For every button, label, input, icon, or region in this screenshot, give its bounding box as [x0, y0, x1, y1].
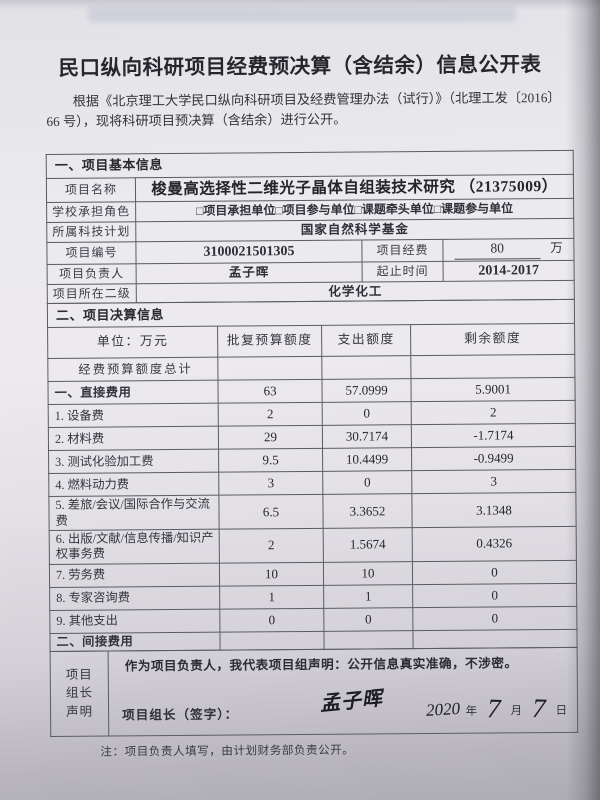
document-title: 民口纵向科研项目经费预决算（含结余）信息公开表 — [58, 54, 542, 80]
budget-cell-spent: 1.5674 — [323, 527, 413, 563]
budget-cell-spent: 3.3652 — [322, 494, 413, 529]
unit-header: 单位：万元 — [47, 326, 218, 359]
budget-cell-remaining — [410, 354, 575, 380]
budget-cell-spent: 0 — [322, 402, 412, 426]
budget-cell-spent: 57.0999 — [321, 379, 412, 403]
intro-paragraph: 根据《北京理工大学民口纵向科研项目及经费管理办法（试行）》（北理工发〔2016〕… — [46, 89, 561, 129]
budget-cell-approved: 9.5 — [218, 448, 323, 473]
budget-row-label: 8. 专家咨询费 — [49, 585, 220, 611]
funding-amount: 80 — [454, 240, 541, 260]
budget-cell-spent: 1 — [323, 584, 413, 609]
budget-row-label: 经费预算额度总计 — [47, 357, 218, 382]
budget-cell-spent: 10.4499 — [322, 448, 412, 472]
budget-table: 二、项目决算信息 单位：万元 批复预算额度 支出额度 剩余额度 经费预算额度总计… — [47, 299, 578, 652]
budget-cell-approved: 1 — [219, 585, 324, 609]
budget-cell-spent — [323, 630, 414, 650]
budget-cell-approved — [219, 631, 325, 651]
date-month-unit: 月 — [510, 705, 523, 718]
budget-row-label: 4. 燃料动力费 — [48, 472, 219, 497]
budget-cell-remaining — [412, 629, 578, 649]
project-leader-label: 项目负责人 — [47, 263, 137, 285]
col-header-approved: 批复预算额度 — [217, 325, 322, 358]
budget-cell-remaining: 3 — [411, 469, 576, 495]
project-number-label: 项目编号 — [46, 241, 137, 265]
budget-row-label: 2. 材料费 — [48, 426, 219, 451]
budget-cell-remaining: 0 — [412, 606, 577, 631]
signature-row: 项目组长（签字）： 孟子晖 2020 年 7 月 7 日 — [122, 688, 571, 727]
col-header-remaining: 剩余额度 — [410, 323, 575, 357]
budget-row-label: 7. 劳务费 — [49, 562, 220, 588]
bleed-through-artifact — [88, 7, 516, 22]
declaration-body: 作为项目负责人，我代表项目组声明：公开信息真实准确，不涉密。 项目组长（签字）：… — [108, 647, 578, 737]
budget-cell-spent: 0 — [322, 471, 412, 495]
budget-cell-approved: 3 — [218, 471, 323, 496]
project-number-value: 3100021501305 — [135, 240, 363, 264]
signature-label: 项目组长（签字）： — [122, 707, 239, 723]
budget-row-label: 5. 差旅/会议/国际合作与交流费 — [48, 495, 220, 531]
budget-cell-remaining: 0 — [412, 583, 577, 608]
col-header-spent: 支出额度 — [321, 325, 411, 357]
budget-cell-remaining: -1.7174 — [411, 423, 576, 449]
date-day-unit: 日 — [555, 705, 568, 718]
budget-cell-approved: 2 — [218, 402, 323, 427]
declaration-table: 项目 组长 声明 作为项目负责人，我代表项目组声明：公开信息真实准确，不涉密。 … — [50, 647, 579, 737]
budget-cell-approved: 6.5 — [218, 494, 324, 530]
form-area: 一、项目基本信息 项目名称 梭曼高选择性二维光子晶体自组装技术研究 （21375… — [46, 150, 578, 760]
date-month: 7 — [486, 693, 501, 725]
declaration-label-line: 项目 — [65, 667, 93, 682]
declaration-statement: 作为项目负责人，我代表项目组声明：公开信息真实准确，不涉密。 — [124, 656, 518, 674]
budget-cell-approved: 10 — [219, 562, 324, 586]
project-leader-value: 孟子晖 — [136, 261, 363, 285]
funding-unit: 万 — [550, 240, 563, 256]
funding-label: 项目经费 — [361, 239, 444, 262]
budget-cell-approved — [217, 356, 322, 381]
declaration-row: 项目 组长 声明 作为项目负责人，我代表项目组声明：公开信息真实准确，不涉密。 … — [50, 647, 578, 737]
period-label: 起止时间 — [362, 261, 444, 283]
budget-row-label: 二、间接费用 — [49, 631, 221, 652]
handwritten-date: 2020 年 7 月 7 日 — [425, 689, 569, 724]
budget-row-label: 一、直接费用 — [47, 380, 219, 405]
basic-info-table: 一、项目基本信息 项目名称 梭曼高选择性二维光子晶体自组装技术研究 （21375… — [46, 150, 575, 305]
school-role-label: 学校承担角色 — [46, 201, 136, 223]
date-day: 7 — [531, 693, 546, 724]
budget-cell-remaining: 0.4326 — [412, 526, 577, 562]
funding-value-cell: 80 万 — [442, 238, 575, 262]
budget-cell-remaining: 5.9001 — [410, 377, 576, 403]
budget-cell-remaining: 0 — [412, 560, 577, 585]
budget-cell-approved: 0 — [219, 608, 324, 632]
budget-column-header-row: 单位：万元 批复预算额度 支出额度 剩余额度 — [47, 323, 575, 359]
declaration-label-line: 组长 — [65, 686, 93, 701]
budget-cell-remaining: 2 — [411, 400, 576, 426]
project-name-value: 梭曼高选择性二维光子晶体自组装技术研究 （21375009） — [135, 174, 574, 202]
budget-row-publication: 6. 出版/文献/信息传播/知识产权事务费 2 1.5674 0.4326 — [49, 526, 577, 565]
budget-cell-approved: 29 — [218, 425, 323, 450]
declaration-label: 项目 组长 声明 — [50, 651, 109, 737]
budget-cell-approved: 2 — [219, 528, 324, 563]
budget-cell-spent: 0 — [323, 607, 413, 632]
budget-row-label: 6. 出版/文献/信息传播/知识产权事务费 — [49, 529, 220, 565]
budget-row-travel: 5. 差旅/会议/国际合作与交流费 6.5 3.3652 3.1348 — [48, 492, 577, 531]
date-year: 2020 — [425, 699, 461, 721]
budget-row-label: 3. 测试化验加工费 — [48, 449, 219, 474]
footnote: 注：项目负责人填写，由计划财务部负责公开。 — [100, 743, 355, 759]
budget-cell-remaining: -0.9499 — [411, 446, 576, 472]
budget-cell-remaining: 3.1348 — [411, 492, 577, 528]
period-value: 2014-2017 — [443, 260, 575, 282]
handwritten-signature: 孟子晖 — [318, 687, 384, 716]
budget-row-label: 9. 其他支出 — [49, 608, 220, 634]
budget-cell-spent: 30.7174 — [322, 425, 412, 449]
budget-row-label: 1. 设备费 — [48, 403, 219, 428]
budget-cell-spent — [321, 356, 411, 380]
division-label: 项目所在二级 — [47, 284, 137, 304]
project-name-label: 项目名称 — [46, 177, 136, 203]
date-year-unit: 年 — [465, 706, 478, 719]
document-content: 民口纵向科研项目经费预决算（含结余）信息公开表 根据《北京理工大学民口纵向科研项… — [0, 0, 600, 759]
program-label: 所属科技计划 — [46, 221, 136, 243]
budget-cell-spent: 10 — [323, 561, 413, 586]
budget-cell-approved: 63 — [217, 379, 323, 404]
declaration-label-line: 声明 — [66, 704, 94, 719]
